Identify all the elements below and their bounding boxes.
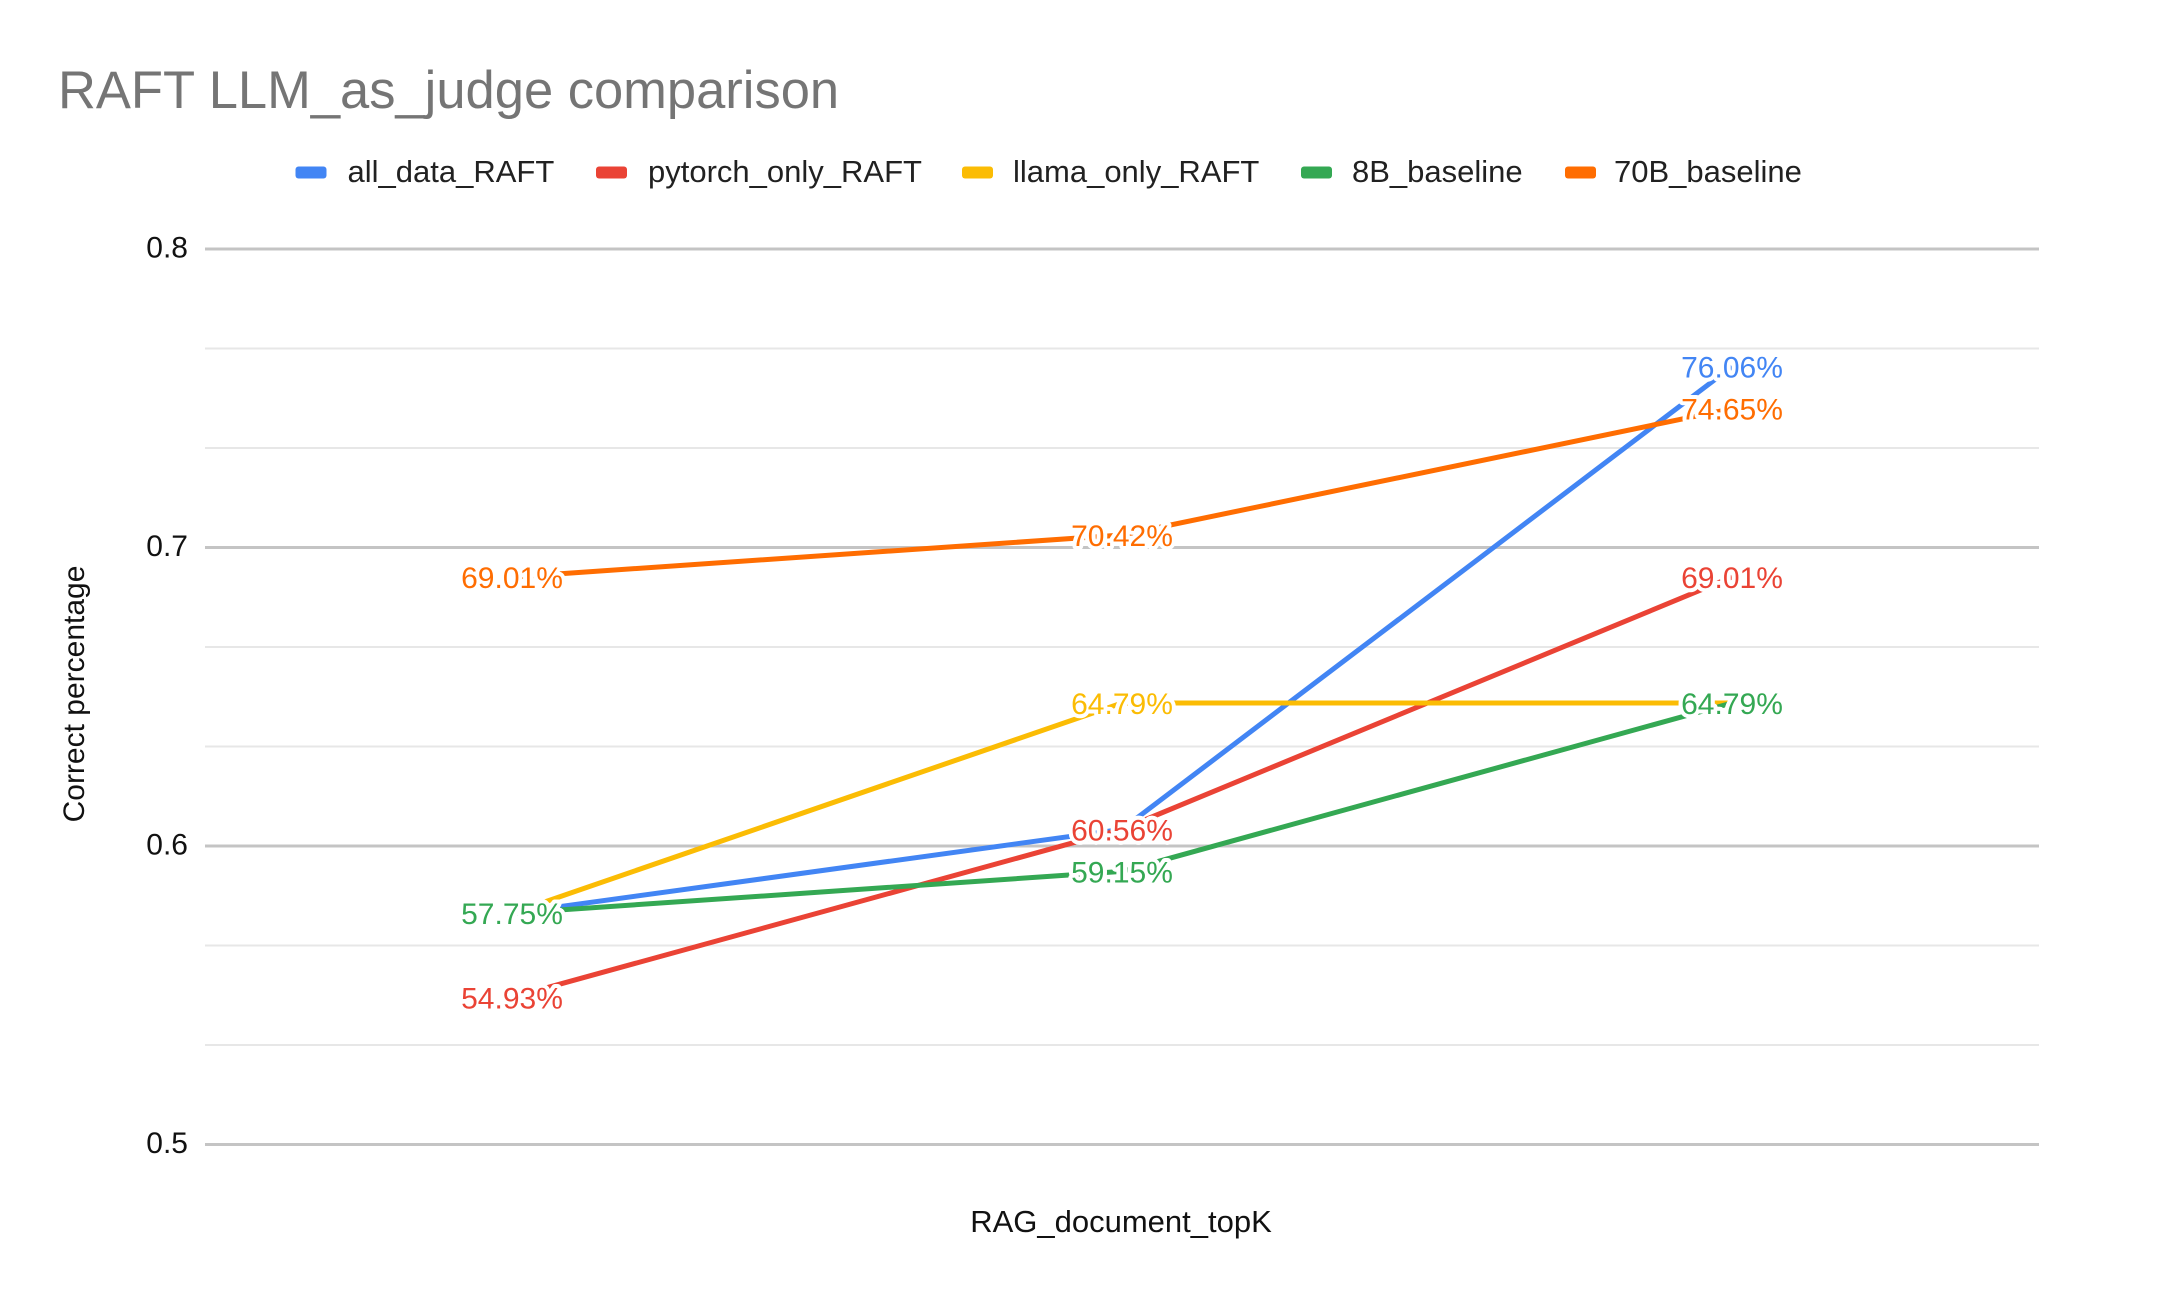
svg-text:76.06%: 76.06% (1681, 352, 1783, 385)
svg-text:8B_baseline: 8B_baseline (1352, 154, 1523, 189)
svg-text:llama_only_RAFT: llama_only_RAFT (1013, 154, 1259, 189)
svg-text:69.01%: 69.01% (461, 562, 563, 595)
svg-text:RAG_document_topK: RAG_document_topK (970, 1204, 1272, 1239)
svg-text:69.01%: 69.01% (1681, 562, 1783, 595)
svg-text:0.8: 0.8 (146, 232, 188, 265)
svg-text:Correct percentage: Correct percentage (58, 566, 91, 823)
svg-text:70.42%: 70.42% (1071, 520, 1173, 553)
svg-text:70B_baseline: 70B_baseline (1614, 154, 1802, 189)
svg-text:54.93%: 54.93% (461, 982, 563, 1015)
svg-text:RAFT LLM_as_judge comparison: RAFT LLM_as_judge comparison (58, 61, 839, 120)
svg-text:57.75%: 57.75% (461, 898, 563, 931)
svg-text:57.75%: 57.75% (461, 898, 563, 931)
svg-text:all_data_RAFT: all_data_RAFT (348, 154, 555, 189)
svg-text:57.75%: 57.75% (461, 898, 563, 931)
svg-text:0.6: 0.6 (146, 829, 188, 862)
svg-text:64.79%: 64.79% (1071, 688, 1173, 721)
svg-text:64.79%: 64.79% (1681, 688, 1783, 721)
svg-text:0.7: 0.7 (146, 530, 188, 563)
svg-text:60.56%: 60.56% (1071, 814, 1173, 847)
svg-text:60.56%: 60.56% (1071, 814, 1173, 847)
svg-text:74.65%: 74.65% (1681, 394, 1783, 427)
svg-text:0.5: 0.5 (146, 1127, 188, 1160)
svg-text:pytorch_only_RAFT: pytorch_only_RAFT (648, 154, 922, 189)
svg-text:59.15%: 59.15% (1071, 856, 1173, 889)
svg-text:64.79%: 64.79% (1681, 688, 1783, 721)
